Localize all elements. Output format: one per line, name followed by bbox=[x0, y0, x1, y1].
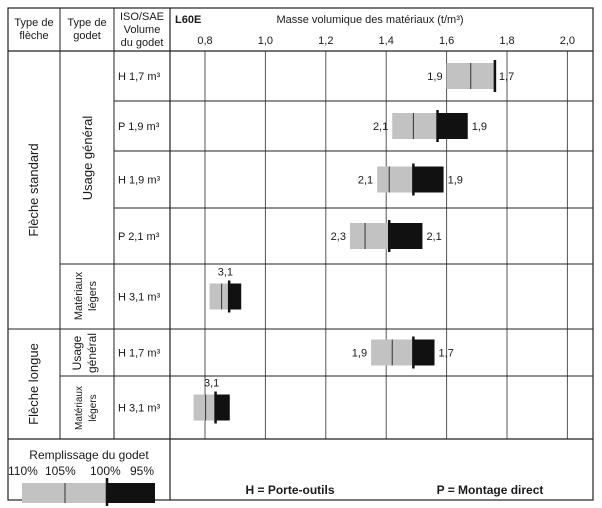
legend-note-h: H = Porte-outils bbox=[245, 483, 334, 497]
header-title: Masse volumique des matériaux (t/m³) bbox=[276, 14, 463, 26]
subgroup-label-general-2a: Usage bbox=[70, 335, 84, 370]
bar-label-right-0: 1,7 bbox=[499, 71, 514, 83]
bar-light-1 bbox=[392, 113, 438, 139]
bucket-label-6: H 3,1 m³ bbox=[118, 403, 161, 415]
group-label-standard: Flèche standard bbox=[26, 143, 41, 236]
x-tick-label-1: 1,0 bbox=[258, 35, 273, 47]
x-tick-label-3: 1,4 bbox=[379, 35, 394, 47]
bar-light-3 bbox=[349, 223, 390, 249]
bar-dark-5 bbox=[413, 339, 435, 366]
bar-label-right-5: 1,7 bbox=[439, 348, 454, 360]
legend-pct-3: 95% bbox=[130, 464, 154, 478]
x-tick-label-0: 0,8 bbox=[197, 35, 212, 47]
bar-label-left-1: 2,1 bbox=[373, 121, 388, 133]
x-tick-label-2: 1,2 bbox=[318, 35, 333, 47]
x-tick-label-6: 2,0 bbox=[560, 35, 575, 47]
header-model: L60E bbox=[175, 14, 201, 26]
bar-label-right-1: 1,9 bbox=[472, 121, 487, 133]
bar-light-6 bbox=[193, 394, 216, 421]
bar-dark-3 bbox=[389, 223, 423, 249]
legend-pct-0: 110% bbox=[8, 464, 38, 478]
bucket-label-0: H 1,7 m³ bbox=[118, 71, 161, 83]
x-tick-label-4: 1,6 bbox=[439, 35, 454, 47]
header-bucket-type-1: Type de bbox=[67, 17, 106, 29]
legend-title: Remplissage du godet bbox=[29, 448, 149, 462]
bar-dark-2 bbox=[413, 166, 444, 193]
legend-bar-dark bbox=[107, 483, 155, 503]
bar-label-top-6: 3,1 bbox=[204, 378, 219, 390]
bar-dark-4 bbox=[229, 283, 242, 310]
bar-label-left-5: 1,9 bbox=[352, 348, 367, 360]
header-volume-1: ISO/SAE bbox=[120, 11, 164, 23]
legend-pct-1: 105% bbox=[45, 464, 76, 478]
legend-pct-2: 100% bbox=[90, 464, 121, 478]
bar-dark-6 bbox=[215, 394, 230, 421]
bucket-label-3: P 2,1 m³ bbox=[118, 231, 160, 243]
header-arrow-type-2: flèche bbox=[19, 30, 48, 42]
subgroup-label-general-1: Usage général bbox=[80, 116, 95, 201]
bucket-label-1: P 1,9 m³ bbox=[118, 121, 160, 133]
bar-label-top-4: 3,1 bbox=[218, 267, 233, 279]
bar-light-2 bbox=[377, 166, 414, 193]
bar-dark-1 bbox=[437, 113, 468, 139]
bar-light-4 bbox=[209, 283, 230, 310]
bar-label-right-2: 1,9 bbox=[448, 175, 463, 187]
subgroup-label-light-1b: légers bbox=[87, 281, 99, 311]
bar-label-left-0: 1,9 bbox=[427, 71, 442, 83]
table-frame bbox=[7, 7, 594, 501]
header-arrow-type-1: Type de bbox=[14, 17, 53, 29]
bar-label-left-2: 2,1 bbox=[358, 175, 373, 187]
legend-note-p: P = Montage direct bbox=[437, 483, 544, 497]
header-volume-2: Volume bbox=[124, 24, 161, 36]
bar-label-right-3: 2,1 bbox=[426, 231, 441, 243]
bar-label-left-3: 2,3 bbox=[331, 231, 346, 243]
bucket-label-4: H 3,1 m³ bbox=[118, 292, 161, 304]
bucket-label-2: H 1,9 m³ bbox=[118, 175, 161, 187]
header-bucket-type-2: godet bbox=[73, 30, 101, 42]
subgroup-label-light-2a: Matériaux bbox=[74, 386, 85, 430]
subgroup-label-light-1a: Matériaux bbox=[73, 271, 85, 320]
subgroup-label-light-2b: légers bbox=[88, 394, 99, 421]
group-label-long: Flèche longue bbox=[26, 343, 41, 425]
x-tick-label-5: 1,8 bbox=[499, 35, 514, 47]
bucket-label-5: H 1,7 m³ bbox=[118, 348, 161, 360]
subgroup-label-general-2b: général bbox=[85, 333, 99, 373]
header-volume-3: du godet bbox=[121, 37, 164, 49]
